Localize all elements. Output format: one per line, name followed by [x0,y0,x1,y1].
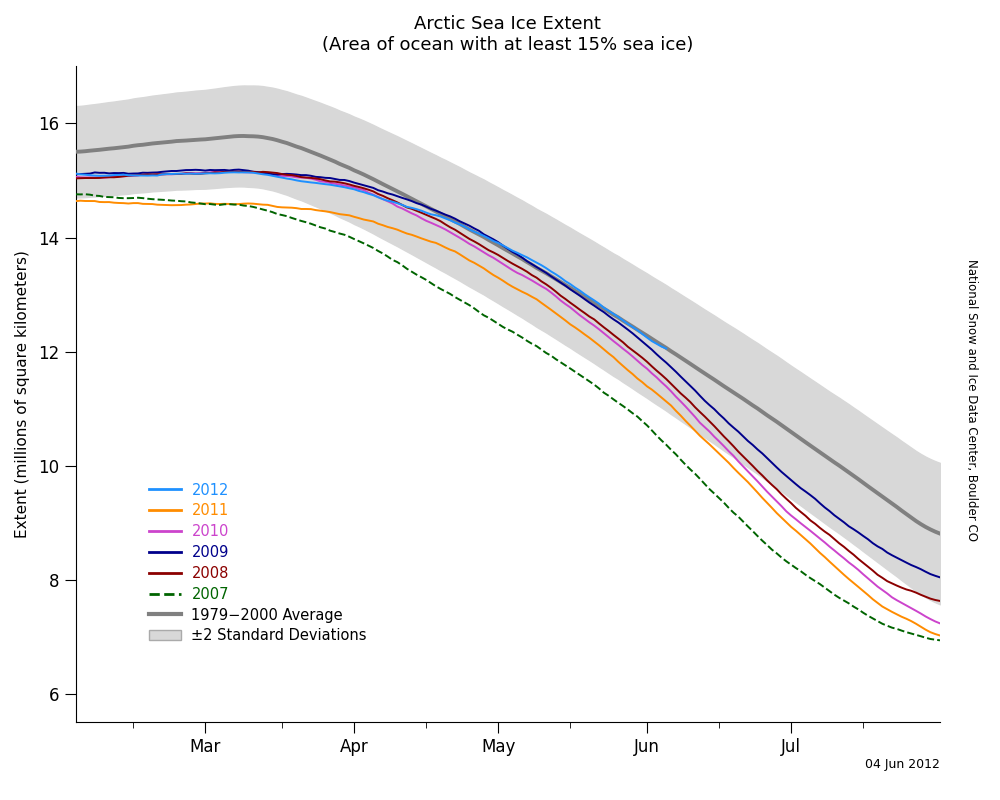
Title: Arctic Sea Ice Extent
(Area of ocean with at least 15% sea ice): Arctic Sea Ice Extent (Area of ocean wit… [322,15,693,54]
Y-axis label: Extent (millions of square kilometers): Extent (millions of square kilometers) [15,250,30,538]
Text: 04 Jun 2012: 04 Jun 2012 [865,758,940,771]
Text: National Snow and Ice Data Center, Boulder CO: National Snow and Ice Data Center, Bould… [965,259,978,541]
Legend: 2012, 2011, 2010, 2009, 2008, 2007, 1979−2000 Average, ±2 Standard Deviations: 2012, 2011, 2010, 2009, 2008, 2007, 1979… [143,477,373,650]
